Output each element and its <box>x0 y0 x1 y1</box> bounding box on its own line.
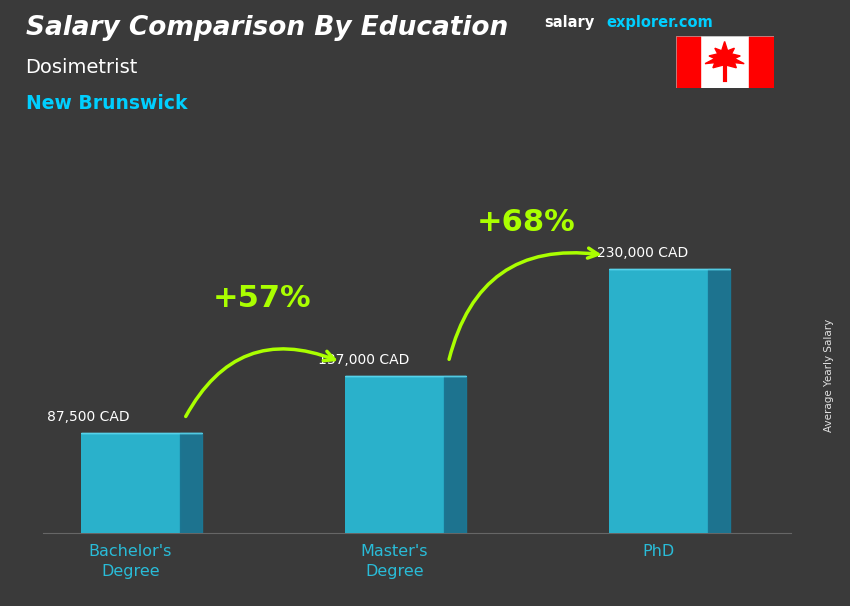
Polygon shape <box>706 41 744 68</box>
Text: 137,000 CAD: 137,000 CAD <box>318 353 409 367</box>
Bar <box>749 36 774 88</box>
Bar <box>609 269 708 533</box>
Polygon shape <box>708 269 730 533</box>
Text: 87,500 CAD: 87,500 CAD <box>47 410 129 424</box>
Text: +68%: +68% <box>477 208 575 237</box>
Text: +57%: +57% <box>213 284 312 313</box>
Bar <box>676 36 700 88</box>
Text: salary: salary <box>544 15 594 30</box>
Text: Dosimetrist: Dosimetrist <box>26 58 138 76</box>
Text: 230,000 CAD: 230,000 CAD <box>597 246 688 260</box>
Text: Salary Comparison By Education: Salary Comparison By Education <box>26 15 507 41</box>
Text: explorer.com: explorer.com <box>606 15 713 30</box>
Polygon shape <box>444 376 466 533</box>
Text: Average Yearly Salary: Average Yearly Salary <box>824 319 834 432</box>
Bar <box>345 376 444 533</box>
Polygon shape <box>180 433 201 533</box>
Text: New Brunswick: New Brunswick <box>26 94 187 113</box>
Bar <box>81 433 180 533</box>
